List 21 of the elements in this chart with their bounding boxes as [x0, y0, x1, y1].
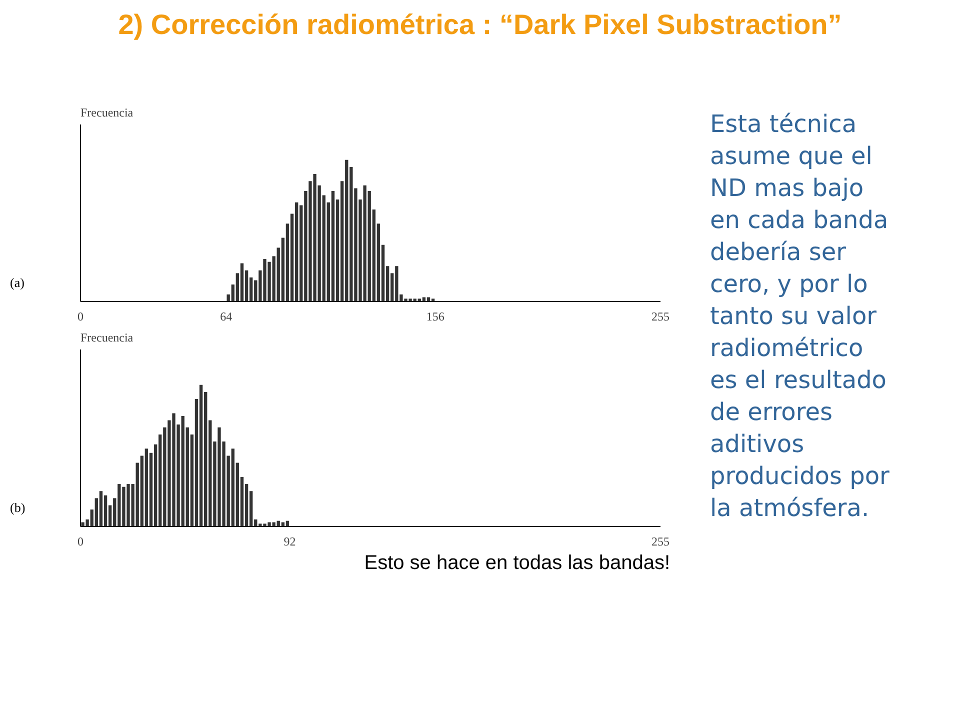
y-axis-title: Frecuencia [80, 330, 134, 344]
x-tick-label: 255 [652, 310, 670, 324]
bar [331, 191, 335, 302]
bar [199, 384, 203, 526]
x-tick-label: 0 [78, 534, 84, 548]
x-tick-label: 0 [78, 310, 84, 324]
text: (b) [10, 500, 26, 516]
bar [104, 495, 108, 526]
bar [99, 491, 103, 526]
text: Esto se hace en todas las bandas! [363, 552, 670, 575]
x-tick-label: 255 [652, 534, 670, 548]
bar [240, 263, 244, 302]
y-axis-title: Frecuencia [80, 106, 134, 120]
x-tick-label: 92 [284, 534, 296, 548]
text: (a) [10, 275, 24, 291]
text: Esta técnica asume que el ND mas bajo en cada banda debería ser cero, y por lo tanto su valor radiométrico es el resultado de errores aditivos producidos por la atmósfera. [710, 110, 890, 522]
bar [294, 202, 298, 302]
bar [144, 448, 148, 526]
chart-title: 2) Corrección radiométrica : “Dark Pixel Substraction” [117, 8, 843, 42]
x-tick-label: 64 [220, 310, 232, 324]
x-tick-label: 156 [426, 310, 444, 324]
